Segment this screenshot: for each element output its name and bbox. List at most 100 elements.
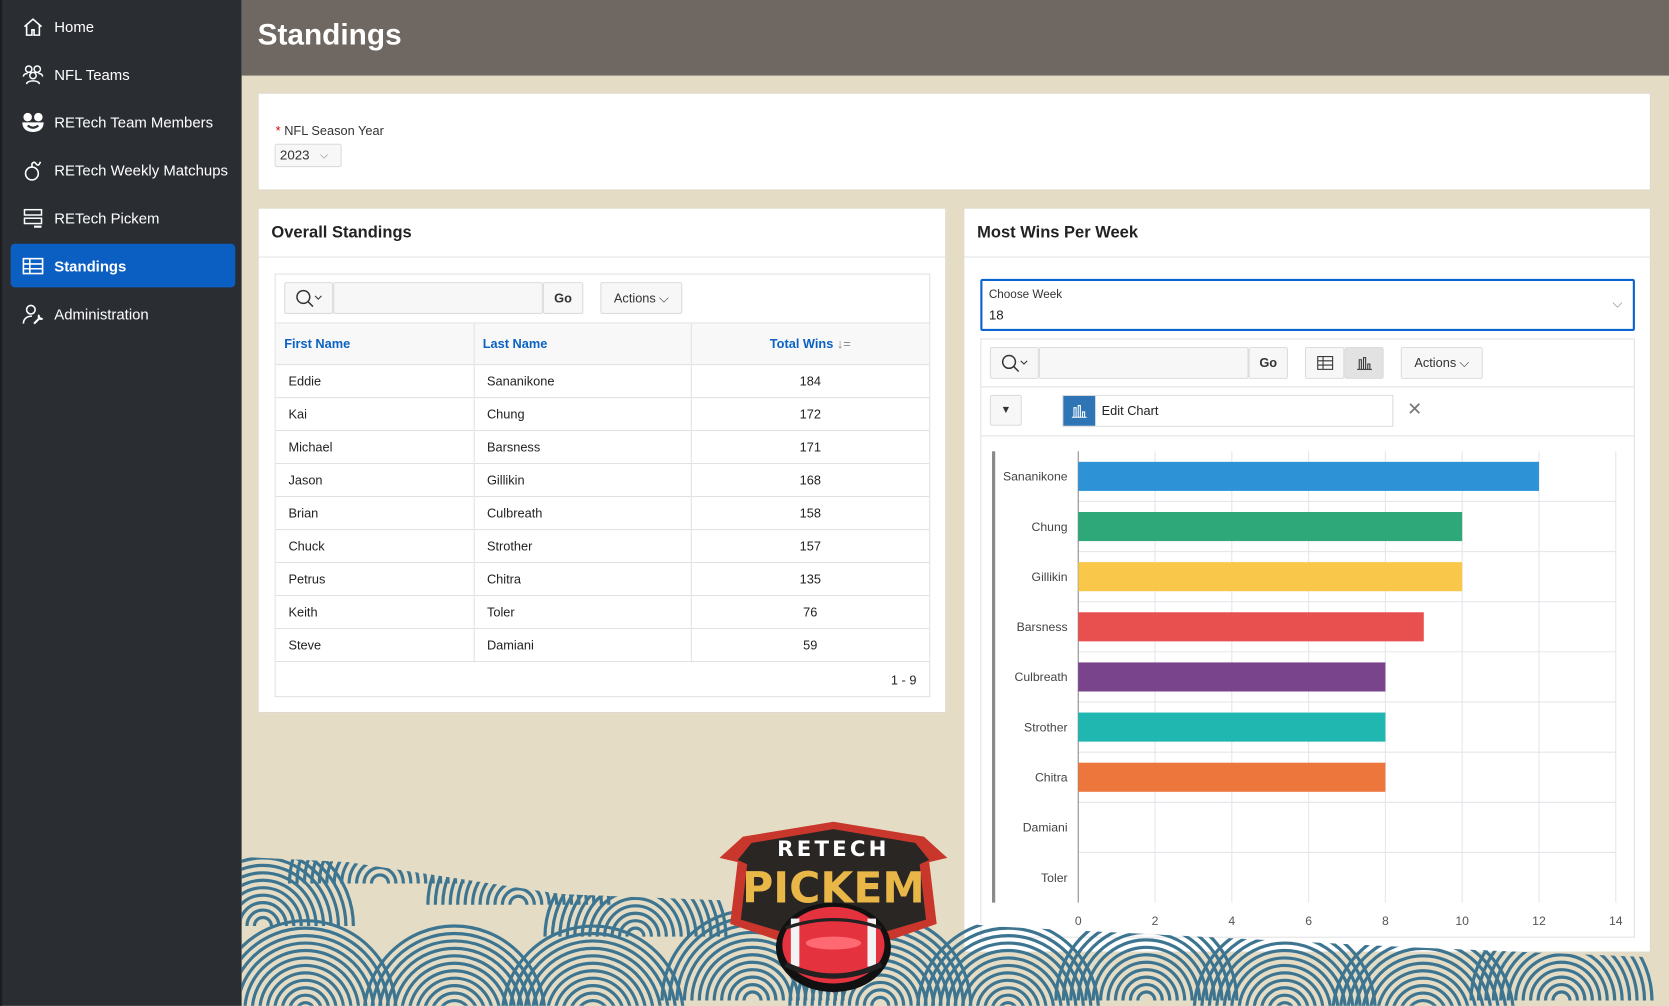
choose-week-select[interactable]: Choose Week 18 ⌵ — [980, 278, 1635, 332]
column-header-total-wins[interactable]: Total Wins ↓= — [690, 323, 930, 365]
total-wins-cell: 158 — [690, 495, 930, 530]
table-row: Steve Damiani 59 — [275, 627, 930, 661]
total-wins-cell: 172 — [690, 396, 930, 431]
chevron-down-icon: ⌵ — [1459, 354, 1470, 370]
server-icon — [23, 208, 43, 228]
chevron-down-icon: ⌵ — [658, 290, 669, 305]
actions-button[interactable]: Actions ⌵ — [1400, 346, 1483, 379]
retech-pickem-logo: RETECH PICKEM — [719, 821, 948, 994]
sidebar-item-label: RETech Team Members — [54, 113, 214, 131]
bar-gillikin[interactable] — [1078, 562, 1463, 592]
wins-bar-chart: 0 2 4 6 8 10 12 14 Sananikone Chung Gillikin Barsne… — [992, 451, 1623, 928]
interactive-report: Go Actions ⌵ First Name Last Name Total W… — [274, 273, 931, 698]
home-icon — [23, 17, 43, 36]
column-header-first-name[interactable]: First Name — [275, 323, 475, 365]
sidebar-item-label: Administration — [54, 304, 149, 322]
x-tick-label: 6 — [1305, 914, 1312, 928]
go-button[interactable]: Go — [542, 282, 584, 314]
page-title: Standings — [257, 18, 402, 52]
table-row: Michael Barsness 171 — [275, 429, 930, 464]
most-wins-region: Most Wins Per Week Choose Week 18 ⌵ Go A… — [963, 207, 1651, 953]
bar-barsness[interactable] — [1078, 612, 1424, 642]
sidebar-item-administration[interactable]: Administration — [11, 292, 236, 336]
table-row: Brian Culbreath 158 — [275, 495, 930, 530]
sidebar-item-nfl-teams[interactable]: NFL Teams — [11, 52, 236, 96]
chevron-down-icon: ⌵ — [1612, 295, 1623, 311]
sidebar-item-home[interactable]: Home — [11, 4, 236, 48]
sidebar-item-label: RETech Pickem — [54, 209, 160, 227]
table-row: Petrus Chitra 135 — [275, 561, 930, 595]
region-title: Overall Standings — [271, 223, 412, 242]
x-tick-label: 2 — [1152, 914, 1159, 928]
y-category-label: Sananikone — [1003, 470, 1068, 484]
toggle-controls-button[interactable]: ▼ — [989, 394, 1022, 426]
season-year-value: 2023 — [279, 147, 310, 163]
edit-chart-link[interactable]: Edit Chart — [1062, 394, 1394, 427]
interactive-report: Go Actions ⌵ ▼ Edit Chart ✕ 0 2 4 6 8 10 12 14 Sa… — [980, 338, 1635, 938]
total-wins-cell: 76 — [690, 594, 930, 628]
search-column-button[interactable] — [989, 346, 1039, 379]
table-row: Eddie Sananikone 184 — [275, 363, 930, 398]
search-column-button[interactable] — [284, 282, 334, 314]
sidebar-item-standings[interactable]: Standings — [10, 243, 236, 288]
sidebar-item-label: Home — [54, 17, 95, 35]
wave-pattern-decoration — [241, 856, 1654, 1006]
region-title: Most Wins Per Week — [977, 223, 1139, 242]
y-category-label: Gillikin — [1032, 570, 1068, 584]
y-category-label: Strother — [1024, 720, 1068, 734]
total-wins-cell: 184 — [690, 363, 930, 398]
view-report-button[interactable] — [1304, 346, 1345, 379]
remove-chart-close-icon[interactable]: ✕ — [1407, 399, 1423, 420]
y-category-label: Chung — [1032, 520, 1068, 534]
x-tick-label: 10 — [1455, 914, 1469, 928]
page-header: Standings — [241, 0, 1669, 76]
sidebar-item-label: Standings — [54, 257, 127, 275]
first-name-cell: Jason — [275, 462, 475, 497]
bar-sananikone[interactable] — [1078, 461, 1539, 491]
search-input[interactable] — [333, 282, 543, 314]
search-input[interactable] — [1038, 346, 1249, 379]
table-row: Keith Toler 76 — [275, 594, 930, 628]
total-wins-cell: 135 — [690, 561, 930, 595]
first-name-cell: Chuck — [275, 528, 475, 563]
choose-week-value: 18 — [988, 307, 1004, 323]
last-name-cell: Chitra — [473, 561, 692, 595]
last-name-cell: Damiani — [473, 627, 692, 661]
y-category-label: Chitra — [1035, 771, 1068, 785]
sidebar-item-retech-team-members[interactable]: RETech Team Members — [11, 100, 236, 144]
actions-label: Actions — [1414, 355, 1457, 371]
chevron-down-icon: ⌵ — [320, 149, 329, 162]
first-name-cell: Kai — [275, 396, 475, 431]
required-mark: * — [275, 123, 281, 139]
total-wins-cell: 171 — [690, 429, 930, 464]
bar-chung[interactable] — [1078, 511, 1463, 542]
table-row: Jason Gillikin 168 — [275, 462, 930, 497]
edit-chart-label: Edit Chart — [1101, 403, 1159, 419]
search-icon — [296, 289, 322, 308]
users-icon — [22, 64, 44, 84]
bomb-icon — [24, 160, 42, 181]
sidebar-item-retech-weekly-matchups[interactable]: RETech Weekly Matchups — [11, 148, 236, 192]
column-header-last-name[interactable]: Last Name — [473, 323, 692, 365]
last-name-cell: Toler — [473, 594, 692, 628]
bar-strother[interactable] — [1078, 712, 1386, 742]
sidebar-item-retech-pickem[interactable]: RETech Pickem — [11, 196, 236, 240]
actions-button[interactable]: Actions ⌵ — [600, 282, 683, 314]
first-name-cell: Steve — [275, 627, 475, 661]
first-name-cell: Brian — [275, 495, 475, 530]
sidebar-item-label: NFL Teams — [54, 65, 130, 83]
x-tick-label: 12 — [1532, 914, 1546, 928]
chart-scrollbar[interactable] — [992, 451, 996, 903]
season-label: * NFL Season Year — [276, 123, 384, 138]
last-name-cell: Culbreath — [473, 495, 692, 530]
bar-chitra[interactable] — [1078, 762, 1386, 792]
y-category-label: Barsness — [1017, 620, 1068, 634]
bar-culbreath[interactable] — [1078, 662, 1386, 692]
choose-week-label: Choose Week — [988, 288, 1063, 302]
last-name-cell: Sananikone — [473, 363, 692, 398]
standings-table: First Name Last Name Total Wins ↓= Eddie… — [275, 323, 930, 661]
y-category-label: Damiani — [1023, 821, 1068, 835]
season-year-select[interactable]: 2023 ⌵ — [274, 143, 342, 168]
go-button[interactable]: Go — [1248, 346, 1288, 379]
view-chart-button[interactable] — [1344, 346, 1384, 379]
